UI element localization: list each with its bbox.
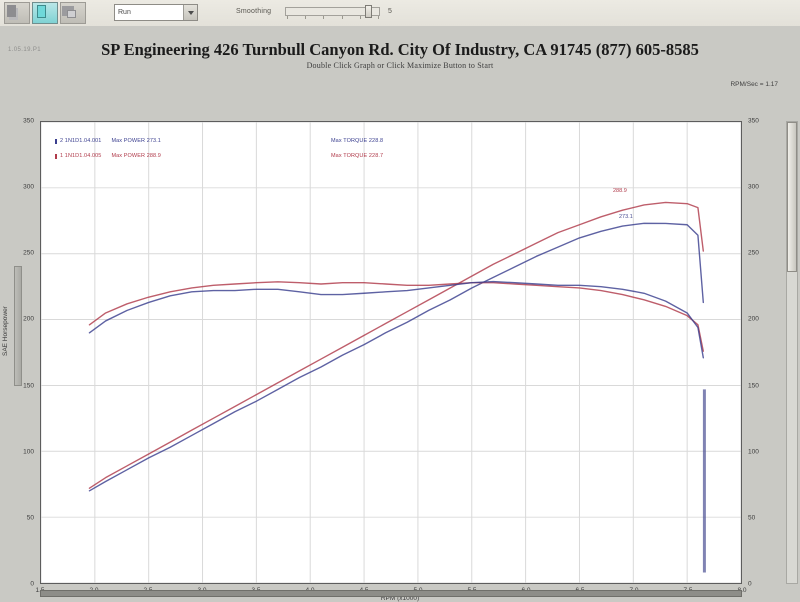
legend-item-torque-blue: Max TORQUE 228.8 (331, 136, 383, 146)
run-graph-button[interactable] (32, 2, 58, 24)
smoothing-slider-ticks (287, 16, 379, 20)
y-axis-left-title: SAE Horsepower (2, 306, 9, 356)
y-axis-right-tick-label: 350 (748, 117, 759, 125)
legend-power-label: Max POWER 273.1 (111, 138, 161, 144)
monitor-icon (37, 5, 46, 18)
chevron-down-icon[interactable] (183, 5, 197, 20)
peak-power-annotation-red: 288.9 (613, 188, 627, 194)
legend-item-run2: 2 1N1D1.04.001 Max POWER 273.1 (55, 136, 161, 146)
graph-panel: 1.05.19.P1 SP Engineering 426 Turnbull C… (0, 26, 800, 602)
chart-canvas: 2 1N1D1.04.001 Max POWER 273.1 1 1N1D1.0… (41, 122, 741, 583)
chart-legend: 2 1N1D1.04.001 Max POWER 273.1 1 1N1D1.0… (55, 134, 615, 168)
print-graph-button[interactable] (60, 2, 86, 24)
y-axis-tick-label: 150 (23, 382, 34, 390)
open-file-button[interactable] (4, 2, 30, 24)
y-axis-right-tick-label: 0 (748, 580, 752, 588)
y-axis-tick-label: 50 (26, 514, 34, 522)
y-axis-right-tick-label: 100 (748, 448, 759, 456)
legend-run-label: 2 1N1D1.04.001 (60, 138, 102, 144)
rpm-per-sec-readout: RPM/Sec = 1.17 (730, 81, 778, 88)
y-axis-tick-label: 300 (23, 183, 34, 191)
vertical-scrollbar-thumb[interactable] (787, 122, 797, 272)
smoothing-slider[interactable] (285, 5, 380, 19)
x-axis-tick-label: 8.0 (737, 587, 747, 594)
chart-plot-area[interactable]: 2 1N1D1.04.001 Max POWER 273.1 1 1N1D1.0… (40, 121, 742, 584)
y-axis-right-ticks: 0 50 100 150 200 250 300 350 (744, 117, 784, 588)
y-axis-right-tick-label: 200 (748, 315, 759, 323)
y-axis-right-tick-label: 150 (748, 382, 759, 390)
folder-icon (7, 5, 16, 17)
y-axis-left-ticks: 0 50 100 150 200 250 300 350 (0, 117, 38, 588)
toolbar: Run Smoothing 5 (0, 0, 800, 27)
y-axis-right-tick-label: 300 (748, 183, 759, 191)
y-axis-tick-label: 100 (23, 448, 34, 456)
x-axis-title: RPM (x1000) (380, 595, 420, 602)
chart-svg (41, 122, 741, 583)
legend-run-label: 1 1N1D1.04.005 (60, 153, 102, 159)
legend-item-run1: 1 1N1D1.04.005 Max POWER 288.9 (55, 151, 161, 161)
y-axis-tick-label: 200 (23, 315, 34, 323)
smoothing-value: 5 (388, 8, 392, 15)
vertical-scrollbar[interactable] (786, 121, 798, 584)
legend-torque-label: Max TORQUE 228.8 (331, 138, 384, 144)
peak-power-annotation-blue: 273.1 (619, 214, 633, 220)
legend-swatch-blue (55, 138, 57, 144)
printer-paper-icon (67, 10, 76, 18)
run-select-combo[interactable]: Run (114, 4, 198, 21)
y-axis-tick-label: 350 (23, 117, 34, 125)
legend-power-label: Max POWER 288.9 (111, 153, 161, 159)
run-select-value: Run (118, 9, 131, 16)
y-axis-right-tick-label: 250 (748, 249, 759, 257)
page-subtitle: Double Click Graph or Click Maximize But… (306, 61, 494, 70)
smoothing-label: Smoothing (236, 8, 272, 15)
graph-header: 1.05.19.P1 SP Engineering 426 Turnbull C… (0, 40, 800, 74)
y-axis-right-tick-label: 50 (748, 514, 756, 522)
legend-swatch-red (55, 153, 57, 159)
page-title: SP Engineering 426 Turnbull Canyon Rd. C… (101, 40, 699, 59)
horizontal-scrollbar[interactable] (40, 590, 742, 597)
legend-torque-label: Max TORQUE 228.7 (331, 153, 384, 159)
legend-item-torque-red: Max TORQUE 228.7 (331, 151, 383, 161)
smoothing-slider-track[interactable] (285, 7, 380, 16)
y-axis-tick-label: 0 (30, 580, 34, 588)
version-watermark: 1.05.19.P1 (8, 47, 42, 53)
left-scroll-handle[interactable] (14, 266, 22, 386)
y-axis-tick-label: 250 (23, 249, 34, 257)
smoothing-slider-handle[interactable] (365, 5, 372, 18)
